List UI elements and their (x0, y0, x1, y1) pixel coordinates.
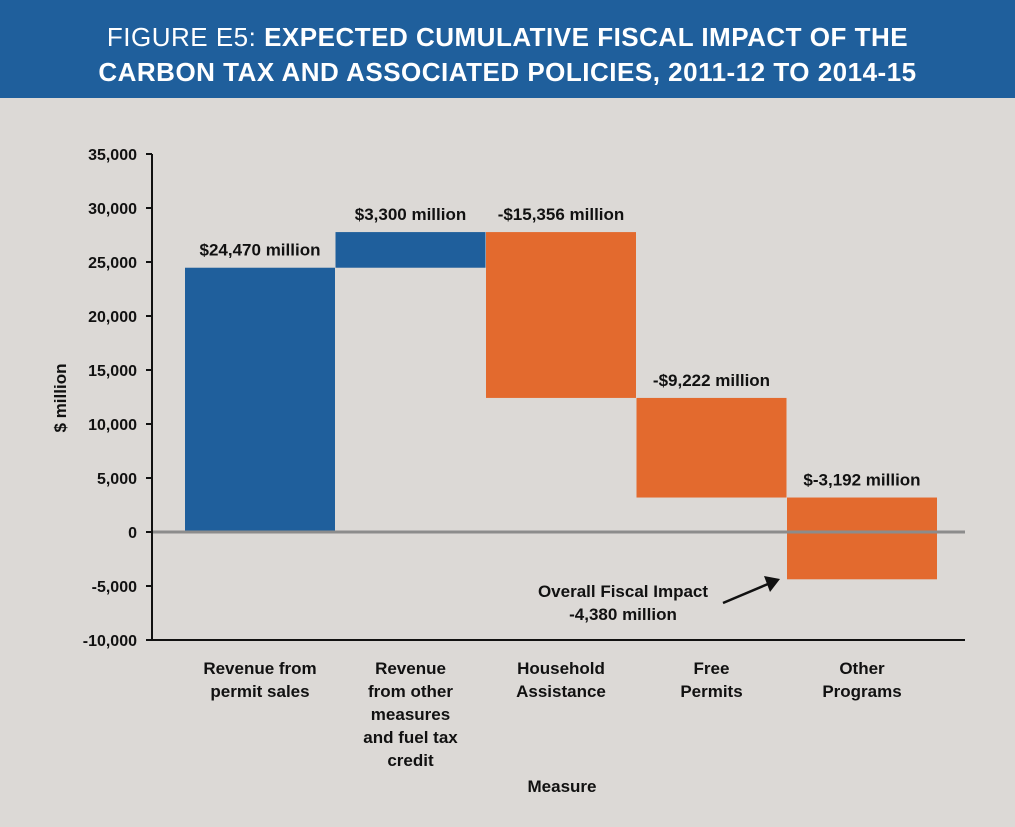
y-axis-title: $ million (51, 364, 70, 433)
category-label-2: Revenue from other measures and fuel tax cre… (363, 659, 458, 770)
figure-title-line2: CARBON TAX AND ASSOCIATED POLICIES, 2011… (98, 57, 917, 87)
x-axis-title: Measure (528, 777, 597, 796)
category-label-1: Revenue from permit sales (203, 659, 316, 701)
category-label-4: Free Permits (680, 659, 742, 701)
y-tick-label: 25,000 (88, 255, 137, 272)
y-tick-label: 15,000 (88, 363, 137, 380)
annotation-overall-fiscal-impact: Overall Fiscal Impact -4,380 million (538, 582, 708, 624)
bar-5 (787, 497, 937, 580)
annotation-arrow-line (722, 582, 769, 605)
category-label-5: Other Programs (822, 659, 901, 701)
figure-title-text: EXPECTED CUMULATIVE FISCAL IMPACT OF THE (264, 22, 909, 52)
bar-value-label-3: -$15,356 million (498, 205, 625, 224)
bar-1 (185, 267, 335, 532)
bar-value-label-1: $24,470 million (200, 241, 321, 260)
y-tick-label: -10,000 (83, 633, 137, 650)
figure-label: FIGURE E5: (106, 22, 257, 52)
y-tick-label: 10,000 (88, 417, 137, 434)
figure-header: FIGURE E5: EXPECTED CUMULATIVE FISCAL IM… (0, 0, 1015, 98)
y-tick-label: -5,000 (92, 579, 137, 596)
bar-3 (486, 232, 636, 398)
bar-2 (335, 232, 486, 268)
y-tick-label: 20,000 (88, 309, 137, 326)
y-tick-label: 30,000 (88, 201, 137, 218)
bar-value-label-4: -$9,222 million (653, 371, 770, 390)
bar-value-label-2: $3,300 million (355, 205, 467, 224)
figure-title-line1: FIGURE E5: EXPECTED CUMULATIVE FISCAL IM… (0, 22, 1015, 53)
bar-value-label-5: $-3,192 million (803, 471, 920, 490)
category-label-3: Household Assistance (516, 659, 606, 701)
y-tick-label: 0 (128, 525, 137, 542)
waterfall-chart: $24,470 million $3,300 million -$15,356 mi… (51, 147, 965, 796)
annotation-arrow-head (764, 576, 780, 592)
y-tick-label: 5,000 (97, 471, 137, 488)
bar-4 (636, 397, 787, 498)
y-tick-label: 35,000 (88, 147, 137, 164)
